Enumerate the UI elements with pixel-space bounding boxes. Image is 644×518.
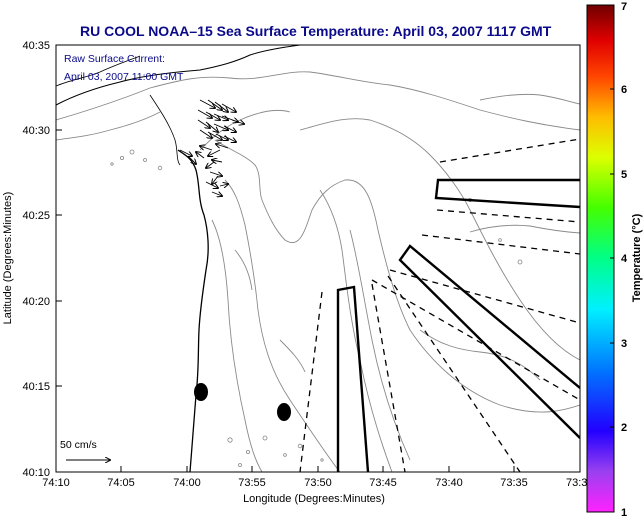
surface-current-vectors [179,99,244,196]
colorbar-tick: 2 [621,422,627,434]
x-tick-label: 73:45 [369,477,397,489]
y-tick-label: 40:25 [22,210,50,222]
colorbar-tick: 7 [621,1,627,13]
radar-sampling-boxes [336,178,580,472]
coast-segment [56,55,141,87]
x-tick-label: 73:40 [435,477,463,489]
scale-bar-label: 50 cm/s [60,439,97,451]
bathymetry-contours [56,71,580,472]
mooring-dot [277,403,291,421]
colorbar-label: Temperature (°C) [631,213,643,302]
x-tick-label: 74:00 [173,477,201,489]
y-axis-label: Latitude (Degrees:Minutes) [2,192,14,325]
y-tick-label: 40:10 [22,467,50,479]
x-tick-label: 73:55 [238,477,266,489]
temperature-colorbar: 7 6 5 4 3 2 1 Temperature (°C) [586,1,643,518]
colorbar-tick: 5 [621,169,627,181]
plot-area [56,45,580,472]
colorbar-tick: 1 [621,507,627,518]
y-tick-label: 40:30 [22,125,50,137]
x-tick-label: 73:35 [500,477,528,489]
current-annotation-line2: April 03, 2007 11:00 GMT [64,71,184,83]
x-tick-label: 74:10 [42,477,70,489]
map-title: RU COOL NOAA–15 Sea Surface Temperature:… [80,23,552,39]
contour-speckles [110,149,523,467]
y-axis: 40:35 40:30 40:25 40:20 40:15 40:10 [22,40,62,479]
y-tick-label: 40:15 [22,381,50,393]
x-tick-label: 74:05 [107,477,135,489]
current-annotation-line1: Raw Surface Current: [64,53,165,65]
radar-beam-lines [299,138,580,472]
colorbar-tick: 4 [621,253,628,265]
map-layers [56,45,580,472]
colorbar-tick: 6 [621,84,627,96]
colorbar-tick: 3 [621,338,627,350]
x-tick-label: 73:50 [304,477,332,489]
y-tick-label: 40:35 [22,40,50,52]
y-tick-label: 40:20 [22,296,50,308]
northern-coastline [56,45,301,106]
sandy-hook-coast [149,94,181,166]
x-axis: 74:10 74:05 74:00 73:55 73:50 73:45 73:4… [42,466,594,489]
x-axis-label: Longitude (Degrees:Minutes) [243,493,385,505]
mooring-dot [194,383,208,401]
